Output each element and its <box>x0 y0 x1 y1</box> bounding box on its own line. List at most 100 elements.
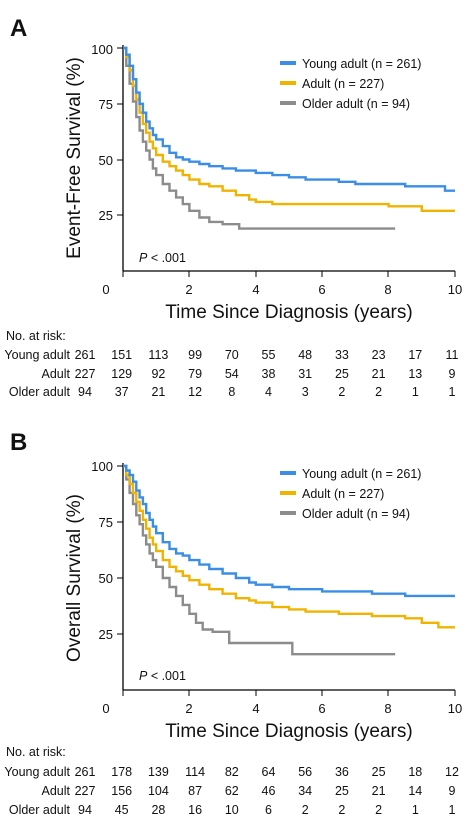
risk-value-b: 18 <box>408 765 422 779</box>
risk-value-b: 139 <box>148 765 169 779</box>
legend-item-b: Adult (n = 227) <box>280 487 384 501</box>
x-tick-a: 0 <box>102 271 124 297</box>
p-value-b: P < .001 <box>139 669 186 683</box>
survival-curve-older-b <box>123 464 396 656</box>
legend-item-b: Older adult (n = 94) <box>280 507 410 521</box>
y-tick-b: 100 <box>91 459 123 474</box>
risk-table-b: No. at risk: Young adult Adult Older adu… <box>4 745 459 817</box>
risk-value-a: 3 <box>302 385 309 399</box>
risk-row-label-a: Older adult <box>9 385 71 399</box>
risk-value-b: 104 <box>148 784 169 798</box>
legend-label-b: Adult (n = 227) <box>302 487 384 501</box>
x-tick-label-a: 0 <box>102 282 109 297</box>
risk-value-a: 54 <box>225 367 239 381</box>
risk-value-a: 94 <box>78 385 92 399</box>
risk-value-a: 21 <box>372 367 386 381</box>
risk-value-a: 9 <box>449 367 456 381</box>
x-tick-label-b: 0 <box>102 701 109 716</box>
survival-curves-b <box>123 464 455 656</box>
risk-value-b: 21 <box>372 784 386 798</box>
risk-table-header-a: No. at risk: <box>6 329 66 343</box>
risk-value-a: 1 <box>449 385 456 399</box>
x-tick-a: 2 <box>185 271 193 297</box>
legend-label-a: Adult (n = 227) <box>302 77 384 91</box>
risk-value-a: 4 <box>265 385 272 399</box>
risk-value-a: 13 <box>408 367 422 381</box>
risk-value-b: 82 <box>225 765 239 779</box>
legend-label-b: Young adult (n = 261) <box>302 467 421 481</box>
risk-value-b: 45 <box>115 803 129 817</box>
x-tick-label-b: 2 <box>185 701 192 716</box>
risk-value-b: 1 <box>449 803 456 817</box>
y-tick-label-b: 75 <box>99 515 113 530</box>
y-tick-label-a: 100 <box>91 42 113 57</box>
y-tick-a: 100 <box>91 42 123 57</box>
risk-table-a: No. at risk: Young adult Adult Older adu… <box>4 329 458 399</box>
y-ticks-b: 100 75 50 25 <box>91 459 123 642</box>
risk-value-a: 261 <box>75 348 96 362</box>
survival-curve-young-b <box>123 464 455 598</box>
risk-value-a: 79 <box>188 367 202 381</box>
legend-item-b: Young adult (n = 261) <box>280 467 421 481</box>
legend-b: Young adult (n = 261) Adult (n = 227) Ol… <box>280 467 421 521</box>
risk-row-label-a: Young adult <box>4 348 70 362</box>
x-tick-label-a: 6 <box>318 282 325 297</box>
risk-value-b: 14 <box>408 784 422 798</box>
risk-value-b: 16 <box>188 803 202 817</box>
y-tick-label-b: 50 <box>99 571 113 586</box>
legend-label-a: Young adult (n = 261) <box>302 57 421 71</box>
risk-value-a: 151 <box>111 348 132 362</box>
panel-a: A Event-Free Survival (%) 100 75 50 25 0… <box>4 15 462 399</box>
x-tick-label-a: 4 <box>252 282 259 297</box>
survival-curves-a <box>123 46 455 230</box>
x-tick-label-b: 4 <box>252 701 259 716</box>
y-axis-label-b: Overall Survival (%) <box>64 494 85 662</box>
risk-value-b: 28 <box>151 803 165 817</box>
x-tick-b: 2 <box>185 690 193 716</box>
risk-table-header-b: No. at risk: <box>6 745 66 759</box>
risk-value-b: 64 <box>262 765 276 779</box>
risk-value-b: 2 <box>338 803 345 817</box>
y-tick-label-a: 25 <box>99 208 113 223</box>
risk-value-a: 17 <box>408 348 422 362</box>
x-tick-b: 4 <box>252 690 260 716</box>
risk-value-a: 12 <box>188 385 202 399</box>
risk-value-b: 261 <box>75 765 96 779</box>
y-axis-label-a: Event-Free Survival (%) <box>64 57 85 259</box>
x-tick-label-b: 10 <box>448 701 462 716</box>
risk-value-a: 70 <box>225 348 239 362</box>
risk-value-a: 38 <box>262 367 276 381</box>
risk-value-b: 227 <box>75 784 96 798</box>
x-axis-label-b: Time Since Diagnosis (years) <box>165 721 412 742</box>
risk-value-a: 48 <box>298 348 312 362</box>
legend-a: Young adult (n = 261) Adult (n = 227) Ol… <box>280 57 421 111</box>
risk-value-b: 25 <box>372 765 386 779</box>
x-tick-label-a: 10 <box>448 282 462 297</box>
risk-value-b: 34 <box>298 784 312 798</box>
y-tick-label-a: 75 <box>99 97 113 112</box>
risk-value-a: 92 <box>151 367 165 381</box>
y-ticks-a: 100 75 50 25 <box>91 42 123 223</box>
y-tick-b: 25 <box>99 627 123 642</box>
survival-curve-adult-b <box>123 464 455 629</box>
panel-letter-b: B <box>10 429 27 456</box>
y-tick-a: 25 <box>99 208 123 223</box>
risk-value-a: 23 <box>372 348 386 362</box>
risk-value-b: 87 <box>188 784 202 798</box>
risk-value-a: 2 <box>338 385 345 399</box>
x-tick-b: 10 <box>448 690 462 716</box>
x-tick-b: 0 <box>102 690 124 716</box>
risk-value-b: 6 <box>265 803 272 817</box>
y-tick-b: 50 <box>99 571 123 586</box>
risk-row-label-b: Older adult <box>9 803 71 817</box>
y-tick-label-a: 50 <box>99 153 113 168</box>
risk-value-a: 33 <box>335 348 349 362</box>
x-tick-b: 8 <box>384 690 392 716</box>
risk-row-label-b: Young adult <box>4 765 70 779</box>
risk-value-a: 11 <box>446 348 459 362</box>
risk-value-a: 99 <box>188 348 202 362</box>
risk-value-a: 31 <box>298 367 312 381</box>
x-tick-a: 4 <box>252 271 260 297</box>
